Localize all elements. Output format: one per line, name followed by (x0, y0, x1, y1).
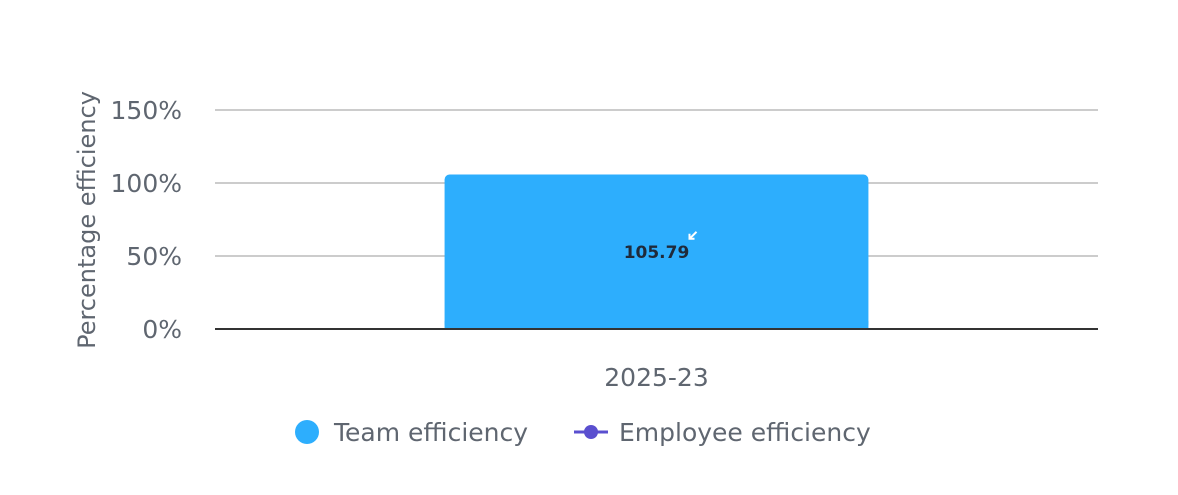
y-axis-ticks: 0% 50% 100% 150% (111, 96, 182, 344)
x-tick-label: 2025-23 (604, 363, 708, 392)
y-axis-title: Percentage efficiency (73, 91, 101, 349)
y-tick-label: 0% (142, 315, 182, 344)
bars: 105.79 (444, 174, 869, 329)
x-axis-ticks: 2025-23 (604, 363, 708, 392)
bar[interactable] (444, 174, 869, 329)
legend-dot-marker (584, 425, 598, 439)
legend-item-team-efficiency[interactable]: Team efficiency (295, 418, 528, 447)
legend-label: Employee efficiency (619, 418, 871, 447)
y-tick-label: 150% (111, 96, 182, 125)
legend[interactable]: Team efficiency Employee efficiency (295, 418, 871, 447)
y-tick-label: 50% (126, 242, 182, 271)
legend-label: Team efficiency (333, 418, 528, 447)
arrow-down-left-icon (688, 231, 698, 240)
legend-item-employee-efficiency[interactable]: Employee efficiency (574, 418, 871, 447)
y-tick-label: 100% (111, 169, 182, 198)
legend-circle-marker (295, 420, 319, 444)
bar-data-label: 105.79 (624, 243, 690, 263)
bar-base (444, 321, 869, 329)
